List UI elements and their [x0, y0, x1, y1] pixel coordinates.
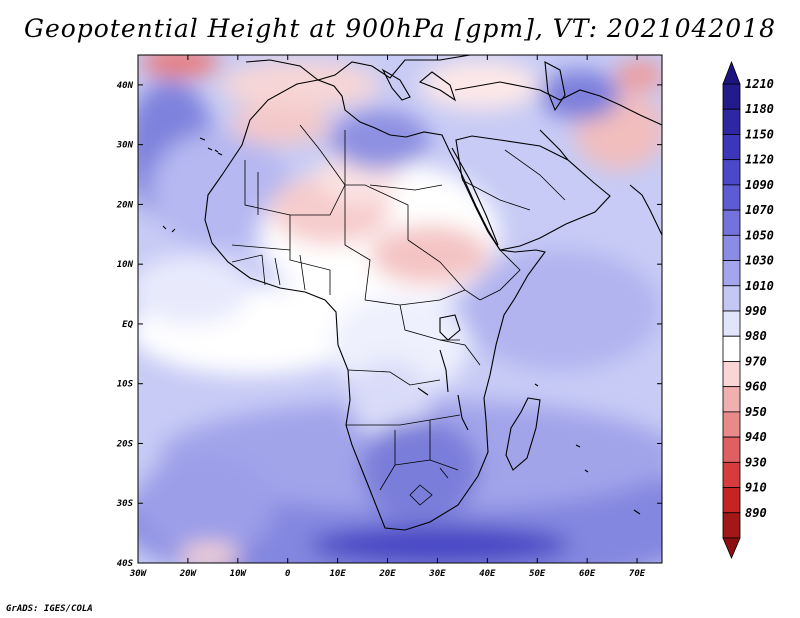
y-tick-label: 10N	[117, 260, 134, 270]
y-tick-label: 10S	[117, 380, 134, 390]
x-tick-label: 10E	[329, 569, 346, 579]
colorbar-segment	[722, 184, 741, 211]
colorbar-bottom-arrow	[722, 537, 741, 560]
colorbar-segment	[722, 285, 741, 312]
colorbar-label: 950	[745, 405, 767, 419]
colorbar-segment	[722, 487, 741, 514]
x-tick-label: 40E	[479, 569, 496, 579]
colorbar-segment	[722, 512, 741, 539]
colorbar-segment	[722, 83, 741, 110]
x-tick-label: 30W	[129, 569, 148, 579]
x-tick-label: 20E	[378, 569, 396, 579]
x-tick-label: 50E	[529, 569, 546, 579]
colorbar-segment	[722, 461, 741, 488]
x-tick-label: 20W	[179, 569, 198, 579]
y-axis: 40S 30S 20S 10S EQ 10N 20N 30N 40N	[116, 81, 662, 569]
colorbar-segment	[722, 159, 741, 186]
europe-coastline	[245, 55, 471, 81]
colorbar-label: 1030	[745, 254, 774, 268]
coastlines	[162, 55, 662, 531]
colorbar-segment	[722, 436, 741, 463]
colorbar-label: 1010	[745, 279, 774, 293]
colorbar-label: 1210	[745, 77, 774, 91]
colorbar-label: 890	[745, 506, 767, 520]
madagascar-coastline	[505, 397, 541, 471]
colorbar-label: 990	[745, 304, 767, 318]
colorbar-segment	[722, 260, 741, 287]
colorbar-segment	[722, 361, 741, 388]
y-tick-label: 30S	[116, 499, 134, 509]
x-tick-label: 0	[285, 569, 291, 579]
colorbar-segment	[722, 108, 741, 135]
y-tick-label: 20S	[116, 439, 134, 449]
chart-title: Geopotential Height at 900hPa [gpm], VT:…	[23, 14, 777, 43]
colorbar-label: 930	[745, 455, 767, 469]
colorbar-label: 940	[745, 430, 767, 444]
arabia-coastline	[455, 135, 611, 251]
y-tick-label: 40N	[117, 81, 134, 91]
africa-coastline	[204, 79, 546, 531]
colorbar-label: 1050	[745, 228, 774, 242]
colorbar-top-arrow	[722, 60, 741, 85]
colorbar-label: 980	[745, 329, 767, 343]
y-tick-label: 20N	[116, 200, 134, 210]
colorbar-segment	[722, 234, 741, 261]
x-tick-label: 30E	[428, 569, 446, 579]
x-tick-label: 10W	[230, 569, 248, 579]
colorbar-label: 1070	[745, 203, 774, 217]
colorbar-segment	[722, 209, 741, 236]
colorbar-segment	[722, 411, 741, 438]
y-tick-label: EQ	[122, 320, 133, 330]
y-tick-label: 40S	[117, 559, 134, 569]
colorbar-label: 970	[745, 354, 767, 368]
colorbar-label: 960	[745, 380, 767, 394]
y-tick-label: 30N	[116, 141, 134, 151]
colorbar-segment	[722, 335, 741, 362]
colorbar-label: 910	[745, 481, 767, 495]
colorbar-segment	[722, 310, 741, 337]
credit-text: GrADS: IGES/COLA	[6, 604, 93, 614]
x-tick-label: 70E	[629, 569, 646, 579]
country-borders	[231, 124, 566, 506]
colorbar-label: 1090	[745, 178, 774, 192]
colorbar-label: 1180	[745, 102, 774, 116]
colorbar-segment	[722, 134, 741, 161]
colorbar-segment	[722, 386, 741, 413]
height-field	[138, 55, 662, 563]
x-axis: 30W 20W 10W 0 10E 20E 30E 40E 50E 60E 70E	[129, 55, 646, 579]
india-coastline	[629, 184, 662, 236]
colorbar: 1210 1180 1150 1120 1090 1070 1050 1030 1010 990 9…	[722, 60, 774, 560]
colorbar-label: 1120	[745, 153, 774, 167]
plot-frame	[137, 54, 663, 564]
x-tick-label: 60E	[579, 569, 596, 579]
colorbar-label: 1150	[745, 127, 774, 141]
